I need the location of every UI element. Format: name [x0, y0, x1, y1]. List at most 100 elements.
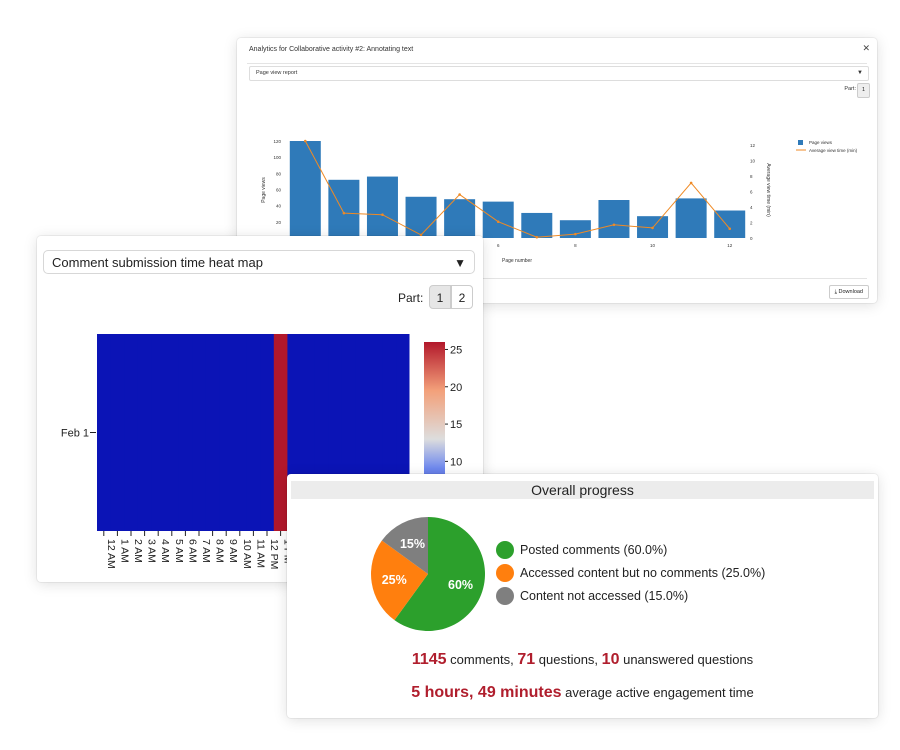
- y2-axis-title: Average view time (min): [765, 163, 771, 217]
- y-tick-label: 80: [276, 171, 282, 176]
- x-tick-label: 6: [497, 243, 500, 248]
- heatmap-cell: [260, 334, 275, 531]
- bar-page-9: [598, 200, 630, 238]
- y-tick-label: 20: [276, 220, 282, 225]
- column-label: 11 AM: [254, 539, 266, 568]
- bar-page-7: [521, 212, 553, 238]
- x-tick-label: 8: [574, 243, 577, 248]
- part-label: Part:: [398, 291, 424, 305]
- y2-tick-label: 8: [750, 174, 753, 179]
- heatmap-cell: [233, 334, 248, 531]
- row-label: Feb 1: [61, 428, 89, 440]
- bar-page-11: [675, 198, 707, 238]
- divider: [247, 278, 867, 279]
- heatmap-cell: [192, 334, 207, 531]
- heatmap-cell: [178, 334, 193, 531]
- avg-view-time-line: [304, 140, 731, 238]
- heatmap-cell: [165, 334, 180, 531]
- y2-tick-label: 10: [750, 158, 756, 163]
- avg-view-time-point: [689, 181, 693, 185]
- heatmap-cell: [246, 334, 261, 531]
- unanswered-count: 10: [601, 651, 620, 668]
- y2-tick-label: 2: [750, 220, 753, 225]
- column-label: 3 AM: [146, 539, 158, 563]
- avg-view-time-point: [342, 211, 346, 215]
- bar-page-2: [328, 179, 360, 238]
- avg-view-time-point: [728, 227, 732, 230]
- download-button[interactable]: ⤓ Download: [828, 285, 869, 299]
- chart-type-label: Comment submission time heat map: [52, 255, 263, 270]
- column-label: 7 AM: [200, 539, 212, 563]
- colorbar-tick-label: 20: [450, 382, 462, 394]
- y-tick-label: 100: [273, 155, 281, 160]
- bar-page-5: [444, 199, 476, 238]
- report-type-select[interactable]: Page view report ▼: [249, 66, 869, 81]
- avg-view-time-point: [574, 232, 577, 236]
- bar-page-8: [559, 220, 591, 238]
- chevron-down-icon: ▼: [454, 256, 466, 270]
- legend-swatch-page-views: [798, 140, 803, 145]
- bar-page-4: [405, 196, 437, 238]
- y-tick-label: 40: [276, 204, 282, 209]
- heatmap-cell: [219, 334, 234, 531]
- heatmap-cell: [151, 334, 166, 531]
- part-button-2[interactable]: 2: [451, 285, 473, 309]
- comments-count: 1145: [411, 651, 447, 668]
- part-button-1[interactable]: 1: [429, 285, 451, 309]
- colorbar-tick-label: 15: [450, 419, 462, 431]
- column-label: 10 AM: [241, 539, 253, 569]
- legend-swatch: [496, 564, 514, 582]
- y2-tick-label: 12: [750, 143, 756, 148]
- overall-progress-title: Overall progress: [291, 481, 874, 499]
- heatmap-cell: [97, 334, 112, 531]
- column-label: 2 AM: [132, 539, 144, 563]
- column-label: 5 AM: [173, 539, 185, 563]
- avg-view-time-point: [651, 226, 654, 230]
- bar-page-6: [482, 201, 514, 238]
- column-label: 1 AM: [118, 539, 130, 563]
- part-label: Part:: [844, 86, 856, 92]
- legend-label-avg-time: Average view time (min): [809, 148, 858, 153]
- heatmap-cell: [124, 334, 139, 531]
- heatmap-card: Feb 1 12 AM 1 AM 2 AM 3 AM 4 AM 5 AM 6 AM 7 AM 8 …: [37, 236, 483, 582]
- column-label: 9 AM: [227, 539, 239, 563]
- bar-page-12: [714, 210, 746, 238]
- pie-slice-label: 25%: [382, 573, 407, 587]
- report-type-label: Page view report: [256, 70, 298, 76]
- heatmap-cell: [205, 334, 220, 531]
- chevron-down-icon: ▼: [857, 70, 863, 76]
- legend-label: Accessed content but no comments (25.0%): [520, 566, 766, 580]
- download-label: Download: [838, 289, 863, 295]
- heatmap-cell: [273, 334, 288, 531]
- colorbar-tick-label: 10: [450, 456, 462, 468]
- column-label: 4 AM: [159, 539, 171, 563]
- comment-time-heatmap: Feb 1 12 AM 1 AM 2 AM 3 AM 4 AM 5 AM 6 AM 7 AM 8 …: [61, 334, 462, 569]
- legend-item-not-accessed: Content not accessed (15.0%): [496, 587, 688, 605]
- column-label: 12 PM: [268, 539, 280, 569]
- engagement-time-text: average active engagement time: [565, 685, 754, 700]
- avg-view-time-point: [458, 193, 461, 196]
- bar-page-1: [289, 141, 321, 238]
- pie-slice-label: 15%: [400, 537, 425, 551]
- progress-pie-chart: 60% 25% 15%: [371, 517, 485, 631]
- avg-view-time-point: [535, 235, 539, 239]
- chart-type-select[interactable]: Comment submission time heat map ▼: [43, 250, 475, 274]
- overall-progress-card: Overall progress 60% 25% 15% Posted commen…: [287, 474, 878, 718]
- avg-view-time-point: [419, 233, 423, 237]
- questions-count: 71: [517, 651, 536, 668]
- close-icon[interactable]: ✕: [862, 43, 870, 53]
- y2-tick-label: 6: [750, 189, 753, 194]
- y2-tick-label: 0: [750, 236, 753, 241]
- legend-swatch: [496, 587, 514, 605]
- part-button-1[interactable]: 1: [857, 83, 870, 98]
- legend-label: Posted comments (60.0%): [520, 543, 668, 557]
- column-label: 6 AM: [186, 539, 198, 563]
- bar-page-3: [366, 176, 398, 238]
- colorbar-tick-label: 25: [450, 344, 462, 356]
- y-tick-label: 120: [273, 139, 281, 144]
- pie-slice-label: 60%: [448, 578, 473, 592]
- x-tick-label: 12: [727, 243, 733, 248]
- column-label: 12 AM: [105, 539, 117, 569]
- x-tick-label: 10: [650, 243, 656, 248]
- x-axis-title: Page number: [502, 258, 532, 264]
